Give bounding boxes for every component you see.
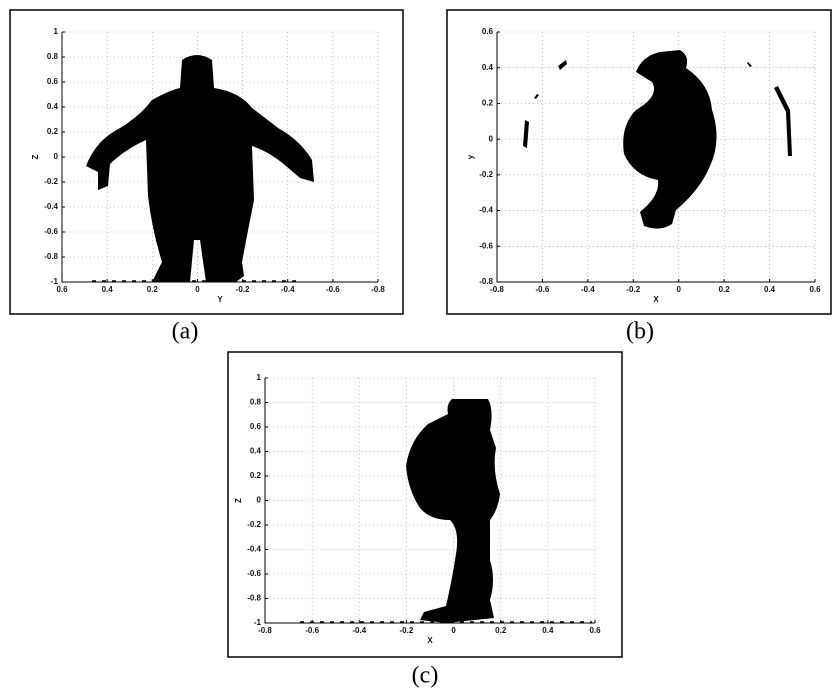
figure: 0.6 0.4 0.2 0 -0.2 -0.4 -0.6 -0.8 1 0.8 0.6 0.4 0.2 0… xyxy=(0,0,839,694)
y-tick-label: 0.2 xyxy=(482,99,494,108)
y-tick-label: 0.6 xyxy=(250,422,262,431)
y-tick-label: 0.2 xyxy=(47,127,59,136)
x-tick-label: -0.6 xyxy=(326,285,340,294)
panel-caption: (b) xyxy=(626,319,654,345)
y-tick-label: 0.8 xyxy=(250,398,262,407)
y-axis-label: Z xyxy=(234,498,243,503)
x-tick-label: -0.2 xyxy=(236,285,250,294)
y-tick-label: -0.4 xyxy=(44,202,58,211)
y-tick-label: 0.6 xyxy=(47,77,59,86)
x-tick-label: -0.4 xyxy=(581,285,595,294)
x-tick-label: -0.8 xyxy=(490,285,504,294)
y-tick-label: -0.6 xyxy=(44,227,58,236)
y-tick-label: 0 xyxy=(54,152,59,161)
x-tick-label: -0.2 xyxy=(626,285,640,294)
x-tick-label: 0 xyxy=(676,285,681,294)
y-tick-label: -0.8 xyxy=(479,277,493,286)
y-axis-label: Z xyxy=(31,154,40,159)
y-tick-label: 0.4 xyxy=(47,102,59,111)
y-tick-label: 0.4 xyxy=(250,447,262,456)
side-silhouette xyxy=(406,399,500,623)
x-tick-label: -0.8 xyxy=(371,285,385,294)
y-tick-label: 0.8 xyxy=(47,52,59,61)
x-tick-label: 0.4 xyxy=(542,626,554,635)
x-tick-label: -0.6 xyxy=(305,626,319,635)
x-tick-label: 0.2 xyxy=(719,285,731,294)
x-tick-label: -0.2 xyxy=(400,626,414,635)
y-tick-label: 1 xyxy=(54,27,59,36)
y-tick-label: -0.2 xyxy=(44,177,58,186)
panel-caption: (a) xyxy=(172,319,199,345)
x-tick-label: 0.4 xyxy=(102,285,114,294)
x-tick-label: 0.6 xyxy=(809,285,821,294)
x-tick-label: 0.6 xyxy=(589,626,601,635)
y-tick-label: -0.6 xyxy=(479,241,493,250)
y-tick-label: -1 xyxy=(51,277,59,286)
y-tick-label: 1 xyxy=(257,373,262,382)
y-tick-label: -1 xyxy=(254,618,262,627)
y-tick-label: -0.6 xyxy=(247,569,261,578)
x-tick-label: -0.4 xyxy=(281,285,295,294)
y-tick-label: -0.2 xyxy=(479,170,493,179)
y-tick-label: 0.6 xyxy=(482,27,494,36)
x-tick-label: -0.4 xyxy=(352,626,366,635)
x-tick-label: 0.4 xyxy=(764,285,776,294)
x-axis-label: Y xyxy=(217,295,223,304)
x-tick-label: -0.6 xyxy=(536,285,550,294)
y-tick-label: -0.8 xyxy=(247,594,261,603)
x-tick-label: 0 xyxy=(451,626,456,635)
y-tick-label: 0 xyxy=(489,134,494,143)
top-silhouette xyxy=(623,50,716,229)
front-silhouette xyxy=(86,55,314,282)
y-tick-label: -0.4 xyxy=(479,206,493,215)
y-tick-label: -0.8 xyxy=(44,252,58,261)
x-axis-label: X xyxy=(653,295,659,304)
x-tick-label: 0 xyxy=(195,285,200,294)
panel-caption: (c) xyxy=(412,663,439,689)
y-axis-label: y xyxy=(466,154,475,159)
y-tick-label: 0 xyxy=(257,496,262,505)
x-tick-label: -0.8 xyxy=(258,626,272,635)
y-tick-label: 0.2 xyxy=(250,471,262,480)
y-tick-label: -0.4 xyxy=(247,545,261,554)
y-tick-label: -0.2 xyxy=(247,520,261,529)
x-tick-label: 0.6 xyxy=(56,285,68,294)
y-tick-label: 0.4 xyxy=(482,63,494,72)
x-axis-label: X xyxy=(427,636,433,645)
x-tick-label: 0.2 xyxy=(495,626,507,635)
x-tick-label: 0.2 xyxy=(147,285,159,294)
